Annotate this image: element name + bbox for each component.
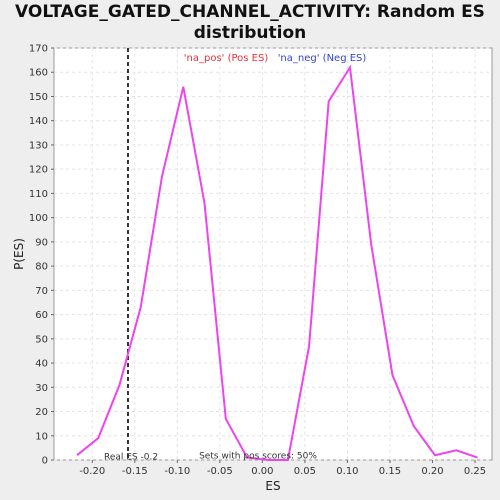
y-tick-label: 150: [29, 92, 48, 103]
y-tick-label: 120: [29, 165, 48, 176]
x-tick-label: 0.20: [421, 466, 443, 477]
chart-title-line1: VOLTAGE_GATED_CHANNEL_ACTIVITY: Random E…: [15, 2, 485, 22]
legend-entry-neg: 'na_neg' (Neg ES): [278, 53, 367, 64]
y-tick-label: 30: [35, 383, 48, 394]
y-tick-label: 110: [29, 189, 48, 200]
x-tick-label: -0.10: [164, 466, 190, 477]
y-axis-label: P(ES): [12, 238, 26, 270]
y-tick-label: 170: [29, 44, 48, 55]
x-tick-label: 0.05: [294, 466, 316, 477]
y-tick-label: 70: [35, 286, 48, 297]
x-axis-ticks: -0.20 -0.15 -0.10 -0.05 0.00 0.05 0.10 0.15 0.20…: [79, 460, 486, 477]
legend-entry-pos: 'na_pos' (Pos ES): [184, 53, 269, 64]
x-tick-label: -0.15: [122, 466, 148, 477]
y-tick-label: 10: [35, 431, 48, 442]
y-tick-label: 140: [29, 116, 48, 127]
curve-points: [76, 67, 478, 461]
y-tick-label: 40: [35, 359, 48, 370]
x-tick-label: 0.25: [464, 466, 486, 477]
x-tick-label: -0.05: [207, 466, 233, 477]
y-tick-label: 160: [29, 68, 48, 79]
y-tick-label: 100: [29, 213, 48, 224]
chart-title-line2: distribution: [193, 23, 307, 43]
y-tick-label: 0: [42, 456, 48, 467]
y-axis-ticks: 0 10 20 30 40 50 60 70 80 90 100 110 120 130 140 150 160…: [29, 44, 54, 467]
x-tick-label: 0.00: [251, 466, 273, 477]
es-distribution-curve: [76, 64, 478, 461]
y-tick-label: 90: [35, 237, 48, 248]
chart-title: VOLTAGE_GATED_CHANNEL_ACTIVITY: Random E…: [0, 2, 500, 44]
y-tick-label: 80: [35, 262, 48, 273]
y-tick-label: 20: [35, 407, 48, 418]
x-tick-label: -0.20: [79, 466, 105, 477]
pos-scores-annotation: Sets with pos scores: 50%: [199, 452, 317, 462]
plot-area: [53, 47, 493, 461]
x-tick-label: 0.15: [379, 466, 401, 477]
x-tick-label: 0.10: [336, 466, 358, 477]
x-axis-label: ES: [265, 479, 280, 493]
y-tick-label: 50: [35, 334, 48, 345]
y-tick-label: 130: [29, 140, 48, 151]
real-es-label: Real ES -0.2: [104, 453, 158, 463]
y-tick-label: 60: [35, 310, 48, 321]
